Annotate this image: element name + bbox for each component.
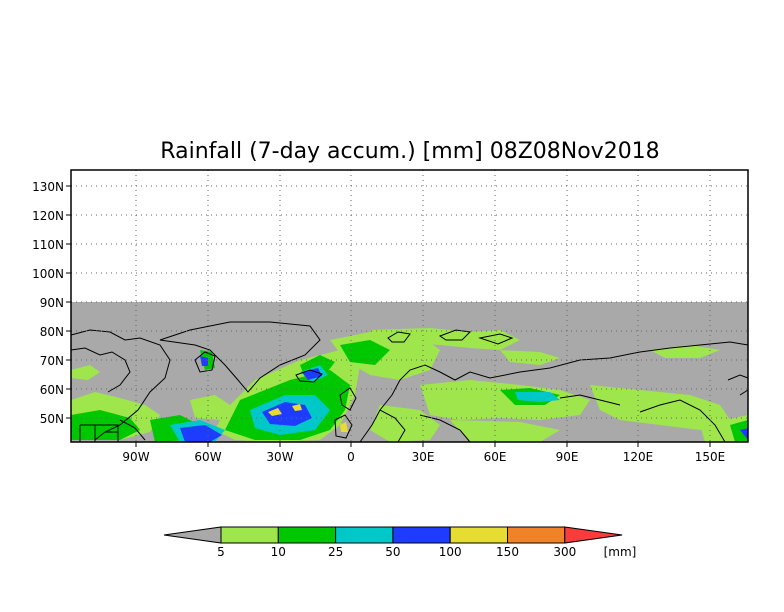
- rainfall-field: [71, 328, 748, 442]
- colorbar-box-2: [277, 526, 337, 544]
- lat-label-50n: 50N: [40, 412, 64, 426]
- lon-label-0: 0: [347, 450, 355, 464]
- coastlines: [70, 321, 749, 443]
- lon-label-90w: 90W: [122, 450, 149, 464]
- map-title: Rainfall (7-day accum.) [mm] 08Z08Nov201…: [160, 139, 659, 164]
- colorbar-box-5: [449, 526, 509, 544]
- lon-label-120e: 120E: [623, 450, 654, 464]
- colorbar-tick-label: 50: [385, 545, 400, 559]
- lat-label-70n: 70N: [40, 354, 64, 368]
- lon-label-60e: 60E: [484, 450, 507, 464]
- colorbar-tick-label: 100: [439, 545, 462, 559]
- colorbar-tick-label: 10: [271, 545, 286, 559]
- colorbar-labels: 5 10 25 50 100 150 300: [217, 545, 576, 559]
- colorbar-unit: [mm]: [604, 545, 637, 559]
- colorbar-above-triangle: [564, 526, 623, 544]
- colorbar-tick-label: 5: [217, 545, 225, 559]
- colorbar-legend: 5 10 25 50 100 150 300 [mm]: [163, 526, 637, 559]
- gridlines: [71, 170, 748, 442]
- lat-label-130n: 130N: [32, 180, 64, 194]
- lat-label-90n: 90N: [40, 296, 64, 310]
- lon-label-90e: 90E: [556, 450, 579, 464]
- lon-axis: 90W 60W 30W 0 30E 60E 90E 120E 150E: [122, 442, 725, 464]
- colorbar-tick-label: 150: [496, 545, 519, 559]
- colorbar-box-1: [220, 526, 279, 544]
- lat-label-110n: 110N: [32, 238, 64, 252]
- colorbar-box-3: [335, 526, 394, 544]
- map-panel: 130N 120N 110N 100N 90N 80N 70N 60N 50N …: [32, 169, 749, 464]
- lat-label-100n: 100N: [32, 267, 64, 281]
- lat-label-80n: 80N: [40, 325, 64, 339]
- lat-label-120n: 120N: [32, 209, 64, 223]
- colorbar-tick-label: 25: [328, 545, 343, 559]
- lat-axis: 130N 120N 110N 100N 90N 80N 70N 60N 50N: [32, 180, 71, 426]
- lon-label-30w: 30W: [266, 450, 293, 464]
- lat-label-60n: 60N: [40, 383, 64, 397]
- colorbar-below-triangle: [163, 526, 222, 544]
- lon-label-150e: 150E: [695, 450, 726, 464]
- lon-label-60w: 60W: [194, 450, 221, 464]
- colorbar-boxes: [220, 526, 623, 544]
- lon-label-30e: 30E: [412, 450, 435, 464]
- colorbar-box-6: [507, 526, 566, 544]
- colorbar-tick-label: 300: [553, 545, 576, 559]
- map-frame: [70, 169, 749, 443]
- colorbar-box-4: [392, 526, 451, 544]
